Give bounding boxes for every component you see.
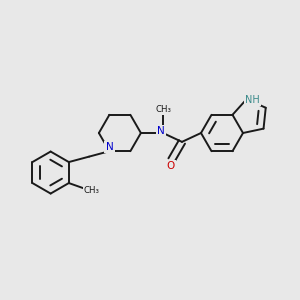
Text: NH: NH: [245, 95, 260, 105]
Text: CH₃: CH₃: [156, 105, 172, 114]
Text: N: N: [106, 142, 113, 152]
Text: N: N: [157, 126, 165, 136]
Text: O: O: [166, 161, 175, 171]
Text: CH₃: CH₃: [84, 186, 100, 195]
